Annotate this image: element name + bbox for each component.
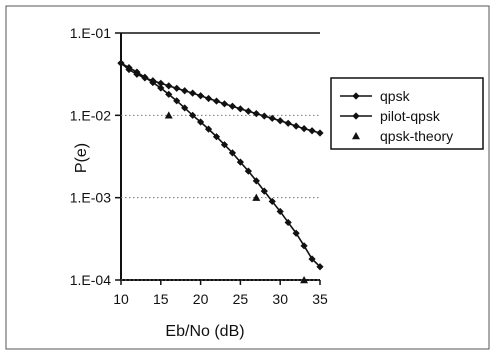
data-point bbox=[220, 100, 229, 108]
data-point bbox=[268, 114, 276, 122]
legend-entry-qpsk-theory: qpsk-theory bbox=[352, 128, 453, 144]
x-tick-label: 20 bbox=[193, 291, 209, 307]
x-tick-label: 35 bbox=[312, 291, 328, 307]
data-point bbox=[260, 112, 268, 120]
legend-label: qpsk-theory bbox=[380, 128, 453, 144]
y-axis-label: P(e) bbox=[73, 143, 90, 173]
data-point bbox=[300, 276, 309, 284]
data-point bbox=[181, 104, 189, 112]
legend-label: qpsk bbox=[380, 88, 411, 104]
legend-entries: qpsk pilot-qpsk qpsk-theory bbox=[340, 88, 453, 144]
data-point bbox=[276, 117, 284, 125]
legend-marker bbox=[352, 112, 360, 120]
data-point bbox=[236, 158, 244, 166]
data-point bbox=[220, 141, 229, 149]
data-point bbox=[316, 129, 324, 137]
data-point bbox=[189, 111, 197, 119]
y-ticks: 1.E-01 1.E-02 1.E-03 1.E-04 bbox=[70, 25, 121, 288]
data-point bbox=[181, 87, 189, 95]
series-layer bbox=[117, 59, 324, 284]
data-point bbox=[141, 74, 149, 82]
x-tick-label: 15 bbox=[153, 291, 169, 307]
data-point bbox=[173, 97, 181, 105]
x-tick-label: 25 bbox=[233, 291, 249, 307]
x-tick-label: 10 bbox=[113, 291, 129, 307]
data-point bbox=[236, 105, 244, 113]
legend-entry-pilot-qpsk: pilot-qpsk bbox=[340, 108, 441, 124]
y-tick-label: 1.E-03 bbox=[70, 190, 111, 206]
data-point bbox=[252, 177, 260, 185]
x-axis-label: Eb/No (dB) bbox=[165, 323, 244, 340]
y-tick-label: 1.E-02 bbox=[70, 107, 111, 123]
data-point bbox=[212, 133, 221, 141]
data-point bbox=[228, 149, 237, 157]
data-point bbox=[164, 111, 173, 119]
data-point bbox=[260, 187, 268, 195]
data-point bbox=[157, 84, 165, 92]
chart-frame bbox=[5, 5, 490, 350]
data-point bbox=[189, 89, 197, 97]
data-point bbox=[173, 84, 181, 92]
data-point bbox=[292, 229, 300, 237]
data-point bbox=[117, 59, 125, 67]
data-point bbox=[276, 207, 284, 216]
data-point bbox=[268, 197, 276, 206]
x-tick-label: 30 bbox=[272, 291, 288, 307]
data-point bbox=[308, 255, 316, 263]
legend: qpsk pilot-qpsk qpsk-theory bbox=[330, 77, 484, 150]
data-point bbox=[165, 82, 173, 90]
data-point bbox=[316, 263, 324, 271]
data-point bbox=[149, 77, 157, 85]
legend-marker bbox=[352, 132, 360, 140]
data-point bbox=[244, 107, 252, 115]
legend-entry-qpsk: qpsk bbox=[340, 88, 411, 104]
data-point bbox=[228, 102, 237, 110]
data-point bbox=[165, 90, 173, 98]
data-point bbox=[284, 119, 292, 127]
legend-marker bbox=[352, 92, 360, 100]
series-pilot-qpsk bbox=[117, 59, 324, 137]
data-point bbox=[204, 125, 213, 133]
data-point bbox=[284, 218, 292, 227]
y-tick-label: 1.E-01 bbox=[70, 25, 111, 41]
data-point bbox=[308, 127, 316, 135]
data-point bbox=[252, 193, 261, 201]
data-point bbox=[212, 97, 221, 105]
data-point bbox=[300, 242, 308, 250]
data-point bbox=[133, 70, 141, 78]
data-point bbox=[197, 92, 205, 100]
data-point bbox=[292, 122, 300, 130]
series-qpsk-theory bbox=[164, 111, 309, 284]
data-point bbox=[197, 118, 205, 126]
data-point bbox=[157, 79, 165, 87]
data-point bbox=[244, 167, 252, 175]
y-tick-label: 1.E-04 bbox=[70, 272, 111, 288]
grid-layer bbox=[121, 32, 320, 281]
data-point bbox=[252, 109, 260, 118]
data-point bbox=[204, 94, 213, 103]
data-point bbox=[300, 125, 308, 133]
legend-label: pilot-qpsk bbox=[380, 108, 441, 124]
data-point bbox=[125, 65, 133, 74]
x-ticks: 10 15 20 25 30 35 bbox=[113, 280, 328, 307]
